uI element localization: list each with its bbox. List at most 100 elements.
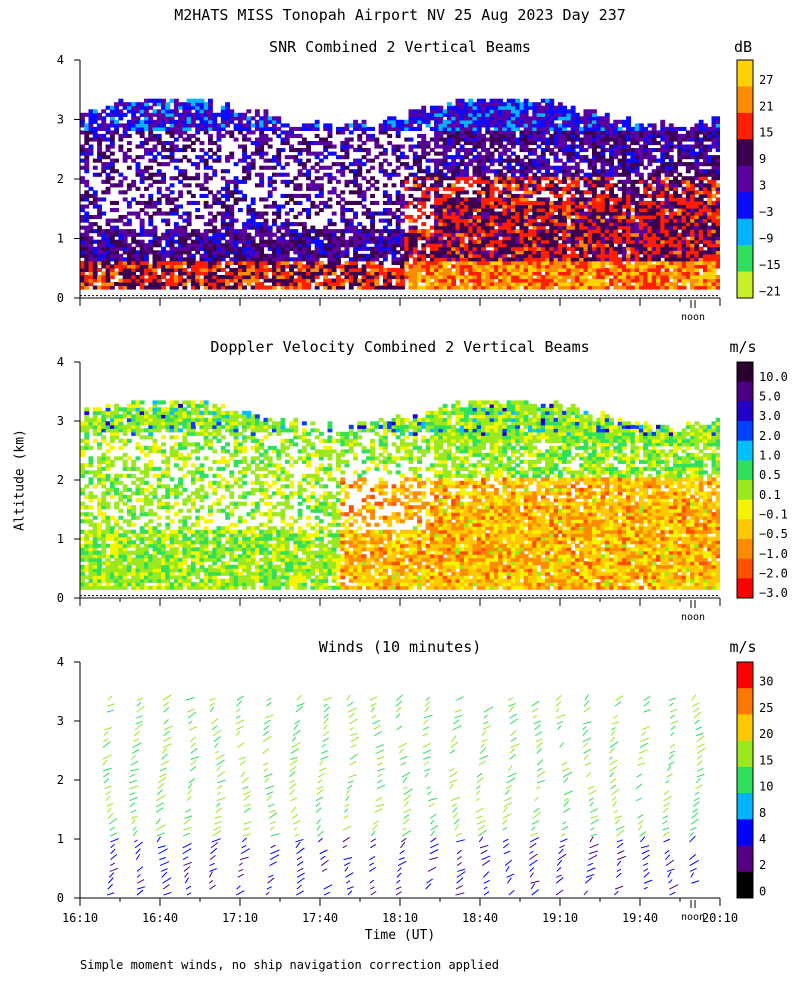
heatmap-cell xyxy=(468,130,474,135)
heatmap-cell xyxy=(476,133,482,138)
heatmap-cell xyxy=(156,141,162,146)
heatmap-cell xyxy=(493,232,499,237)
heatmap-cell xyxy=(579,271,585,276)
heatmap-cell xyxy=(97,232,102,237)
heatmap-cell xyxy=(617,141,623,146)
heatmap-cell xyxy=(156,197,162,202)
heatmap-cell xyxy=(109,208,115,213)
heatmap-cell xyxy=(114,282,119,287)
heatmap-cell xyxy=(148,165,154,170)
heatmap-cell xyxy=(429,116,435,121)
heatmap-cell xyxy=(545,144,550,149)
heatmap-cell xyxy=(84,162,90,167)
heatmap-cell xyxy=(592,257,597,262)
heatmap-cell xyxy=(553,257,559,262)
heatmap-cell xyxy=(613,267,619,272)
heatmap-cell xyxy=(421,151,427,156)
heatmap-cell xyxy=(540,243,546,248)
heatmap-cell xyxy=(545,208,550,213)
heatmap-cell xyxy=(446,197,452,202)
heatmap-cell xyxy=(203,112,209,117)
heatmap-cell xyxy=(114,264,119,269)
heatmap-cell xyxy=(506,158,512,163)
heatmap-cell xyxy=(489,275,495,280)
heatmap-cell xyxy=(276,172,282,177)
heatmap-cell xyxy=(144,102,149,107)
heatmap-cell xyxy=(284,200,290,205)
heatmap-cell xyxy=(464,229,469,234)
heatmap-cell xyxy=(314,236,320,241)
heatmap-cell xyxy=(246,218,252,223)
heatmap-cell xyxy=(429,109,435,114)
heatmap-cell xyxy=(557,126,563,131)
heatmap-cell xyxy=(152,172,158,177)
heatmap-cell xyxy=(468,278,474,283)
heatmap-cell xyxy=(186,211,192,216)
heatmap-cell xyxy=(144,211,149,216)
heatmap-cell xyxy=(434,172,439,177)
heatmap-cell xyxy=(173,176,179,181)
heatmap-cell xyxy=(617,275,623,280)
heatmap-cell xyxy=(429,285,435,290)
heatmap-cell xyxy=(109,151,115,156)
heatmap-cell xyxy=(481,275,486,280)
heatmap-cell xyxy=(161,271,166,276)
heatmap-cell xyxy=(613,126,619,131)
heatmap-cell xyxy=(510,218,516,223)
heatmap-cell xyxy=(510,151,516,156)
heatmap-cell xyxy=(468,126,474,131)
heatmap-cell xyxy=(118,232,124,237)
heatmap-cell xyxy=(656,169,661,174)
heatmap-cell xyxy=(97,215,102,220)
heatmap-cell xyxy=(357,253,363,258)
heatmap-cell xyxy=(233,236,239,241)
heatmap-cell xyxy=(212,218,218,223)
heatmap-cell xyxy=(152,148,158,153)
heatmap-cell xyxy=(301,257,307,262)
heatmap-cell xyxy=(203,172,209,177)
heatmap-cell xyxy=(464,282,469,287)
heatmap-cell xyxy=(220,119,226,124)
heatmap-cell xyxy=(553,200,559,205)
heatmap-cell xyxy=(395,285,401,290)
heatmap-cell xyxy=(434,285,439,290)
heatmap-cell xyxy=(144,253,149,258)
heatmap-cell xyxy=(549,176,555,181)
heatmap-cell xyxy=(301,267,307,272)
heatmap-cell xyxy=(169,197,175,202)
heatmap-cell xyxy=(557,123,563,128)
heatmap-cell xyxy=(647,222,653,227)
heatmap-cell xyxy=(459,158,465,163)
heatmap-cell xyxy=(553,109,559,114)
heatmap-cell xyxy=(284,260,290,265)
heatmap-cell xyxy=(340,232,346,237)
heatmap-cell xyxy=(250,253,256,258)
heatmap-cell xyxy=(536,186,542,191)
heatmap-cell xyxy=(493,229,499,234)
heatmap-cell xyxy=(118,133,124,138)
heatmap-cell xyxy=(510,229,516,234)
heatmap-cell xyxy=(446,250,452,255)
heatmap-cell xyxy=(592,232,597,237)
heatmap-cell xyxy=(532,208,538,213)
heatmap-cell xyxy=(429,271,435,276)
heatmap-cell xyxy=(574,253,580,258)
heatmap-cell xyxy=(438,105,444,110)
heatmap-cell xyxy=(566,169,572,174)
heatmap-cell xyxy=(472,200,478,205)
heatmap-cell xyxy=(557,236,563,241)
heatmap-cell xyxy=(446,200,452,205)
heatmap-cell xyxy=(139,200,145,205)
heatmap-cell xyxy=(647,275,653,280)
heatmap-cell xyxy=(506,285,512,290)
heatmap-cell xyxy=(451,278,457,283)
heatmap-cell xyxy=(425,141,431,146)
heatmap-cell xyxy=(549,232,555,237)
heatmap-cell xyxy=(391,211,397,216)
heatmap-cell xyxy=(613,141,619,146)
heatmap-cell xyxy=(182,130,188,135)
heatmap-cell xyxy=(515,112,521,117)
heatmap-cell xyxy=(152,102,158,107)
heatmap-cell xyxy=(357,126,363,131)
heatmap-cell xyxy=(532,264,538,269)
